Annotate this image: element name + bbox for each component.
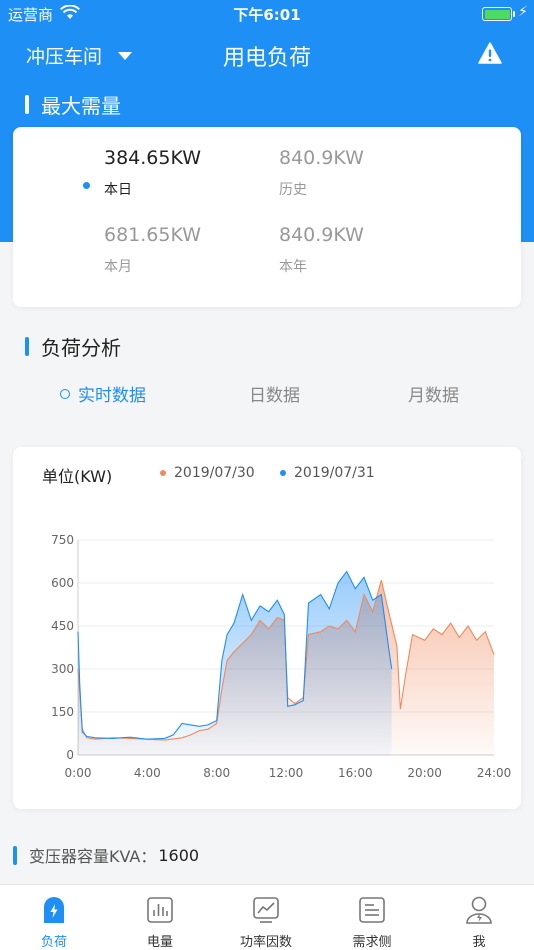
caret-down-icon (118, 51, 133, 60)
max-demand-card: 384.65KW 本日 840.9KW 历史 681.65KW 本月 840.9… (13, 127, 521, 307)
demand-today-value: 384.65KW (104, 147, 202, 169)
page-title: 用电负荷 (222, 46, 311, 71)
transformer-value: 1600 (158, 845, 200, 865)
y-tick-label: 150 (51, 705, 74, 719)
x-tick-label: 16:00 (338, 766, 373, 780)
x-tick-label: 4:00 (134, 766, 161, 780)
wifi-icon (60, 5, 80, 19)
status-bar: 运营商 下午6:01 ⚡ (0, 0, 534, 28)
warning-icon[interactable] (478, 42, 502, 64)
x-tick-label: 24:00 (477, 766, 512, 780)
tab-bar-load[interactable]: 负荷 (4, 885, 104, 950)
demand-month-value: 681.65KW (104, 224, 202, 246)
carrier-name: 运营商 (8, 6, 54, 24)
transformer-capacity: 变压器容量KVA： 1600 (13, 843, 199, 867)
tab-daily-label: 日数据 (249, 386, 300, 406)
load-chart-card: 0 150 300 450 600 750 0:00 4:00 8:00 12:00 16:00 2… (13, 447, 521, 809)
tab-bar-power-factor[interactable]: 功率因数 (216, 885, 316, 950)
load-analysis-heading: 负荷分析 (25, 332, 121, 361)
tab-bar-me-label: 我 (472, 935, 486, 950)
battery-icon (482, 7, 512, 21)
x-tick-label: 0:00 (65, 766, 92, 780)
series-line-2 (77, 570, 393, 740)
heading-accent-bar (13, 845, 17, 865)
tab-bar-demand-side[interactable]: 需求侧 (322, 885, 422, 950)
tab-bar-load-label: 负荷 (40, 935, 67, 950)
tab-monthly-label: 月数据 (408, 386, 459, 406)
x-tick-label: 20:00 (407, 766, 442, 780)
battery-tip (513, 11, 515, 17)
x-tick-label: 8:00 (203, 766, 230, 780)
series-area-2 (78, 571, 392, 755)
status-time: 下午6:01 (233, 6, 301, 24)
chart-unit-label: 单位(KW) (42, 467, 113, 486)
tab-bar-energy-label: 电量 (146, 935, 173, 950)
list-icon (359, 897, 385, 923)
y-tick-label: 600 (51, 576, 74, 590)
tab-realtime[interactable]: 实时数据 (60, 381, 146, 406)
x-tick-label: 12:00 (269, 766, 304, 780)
y-tick-label: 750 (51, 533, 74, 547)
demand-history[interactable]: 840.9KW 历史 (279, 147, 364, 199)
nav-bar: 冲压车间 用电负荷 (0, 30, 534, 76)
heading-accent-bar (25, 337, 29, 356)
y-tick-label: 0 (66, 748, 74, 762)
max-demand-heading: 最大需量 (25, 90, 121, 119)
y-tick-label: 300 (51, 662, 74, 676)
legend-series-1[interactable]: 2019/07/30 (160, 465, 255, 481)
bolt-shield-icon (44, 897, 64, 923)
legend-series-2-label: 2019/07/31 (294, 465, 375, 481)
legend-dot-blue (280, 470, 286, 476)
legend-series-1-label: 2019/07/30 (174, 465, 255, 481)
load-chart[interactable]: 0 150 300 450 600 750 0:00 4:00 8:00 12:00 16:00 2… (13, 447, 521, 809)
divider (0, 884, 534, 885)
legend-series-2[interactable]: 2019/07/31 (280, 465, 375, 481)
demand-year-label: 本年 (279, 259, 307, 275)
demand-history-value: 840.9KW (279, 147, 364, 169)
user-icon (466, 896, 492, 924)
transformer-label: 变压器容量KVA： (29, 847, 157, 866)
demand-year[interactable]: 840.9KW 本年 (279, 224, 364, 276)
demand-today[interactable]: 384.65KW 本日 (104, 147, 201, 199)
line-chart-icon (253, 897, 279, 923)
active-indicator-dot (83, 182, 90, 189)
selected-ring-icon (60, 388, 70, 399)
tab-daily[interactable]: 日数据 (249, 381, 300, 406)
legend-dot-orange (160, 470, 166, 476)
bottom-tab-bar: 负荷 电量 功率因数 需求侧 (0, 885, 534, 950)
heading-accent-bar (25, 95, 29, 114)
tab-realtime-label: 实时数据 (78, 386, 146, 406)
y-tick-label: 450 (51, 619, 74, 633)
charging-icon: ⚡ (518, 4, 528, 20)
tab-bar-demand-side-label: 需求侧 (352, 935, 392, 950)
series-line-1 (77, 579, 495, 741)
workshop-name: 冲压车间 (26, 46, 103, 68)
tab-bar-me[interactable]: 我 (429, 885, 529, 950)
bar-chart-icon (147, 897, 173, 923)
workshop-selector[interactable]: 冲压车间 (26, 42, 133, 69)
load-analysis-title: 负荷分析 (41, 336, 121, 360)
demand-month-label: 本月 (104, 259, 132, 275)
demand-year-value: 840.9KW (279, 224, 364, 246)
tab-monthly[interactable]: 月数据 (408, 381, 459, 406)
data-range-tabs: 实时数据 日数据 月数据 (0, 381, 534, 411)
tab-bar-power-factor-label: 功率因数 (239, 935, 292, 950)
tab-bar-energy[interactable]: 电量 (110, 885, 210, 950)
demand-history-label: 历史 (279, 182, 307, 198)
max-demand-title: 最大需量 (41, 94, 121, 118)
demand-today-label: 本日 (104, 182, 132, 198)
demand-month[interactable]: 681.65KW 本月 (104, 224, 201, 276)
